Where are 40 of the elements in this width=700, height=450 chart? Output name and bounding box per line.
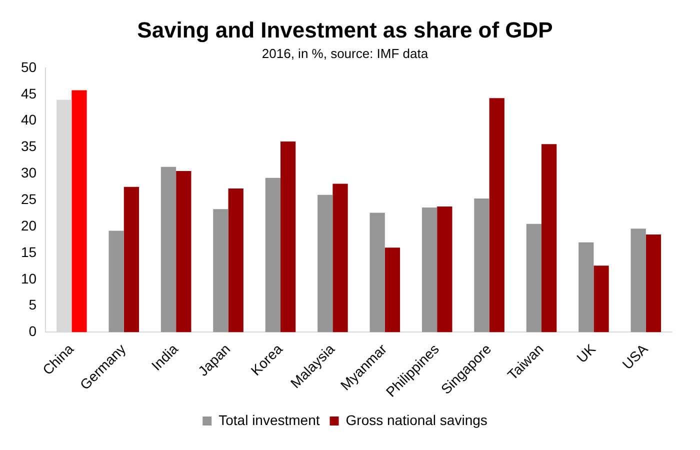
legend-label: Total investment [218,412,320,428]
bar [594,266,609,332]
bar [489,98,504,332]
y-tick-label: 45 [20,85,37,102]
y-tick-label: 10 [20,270,37,286]
bar [384,248,400,332]
bar [474,198,490,332]
bar [265,178,280,332]
bar [124,186,140,332]
y-tick-label: 0 [28,323,37,340]
bar [318,194,333,332]
y-tick-label: 25 [20,190,37,207]
bar [213,209,228,332]
y-tick-label: 50 [20,58,37,75]
bar [646,234,662,332]
bar [72,90,87,332]
bar [422,208,438,332]
bar [176,171,192,332]
bar [526,224,542,332]
bar [578,242,594,332]
x-tick-label: USA [619,340,652,372]
bar [437,206,452,332]
y-tick-label: 40 [20,112,37,128]
bar [630,228,646,332]
bar [332,184,348,332]
bar [228,188,244,332]
bar [541,144,557,332]
bar [108,230,124,332]
y-tick-label: 35 [20,138,37,154]
y-tick-label: 20 [20,217,37,234]
chart-subtitle: 2016, in %, source: IMF data [262,46,429,61]
legend-label: Gross national savings [346,412,488,428]
y-tick-label: 15 [20,244,37,260]
bar [280,141,296,332]
chart-title: Saving and Investment as share of GDP [137,17,553,42]
y-tick-label: 30 [20,164,37,181]
bar [370,212,385,332]
bar [160,166,176,332]
y-tick-label: 5 [28,296,37,313]
x-tick-label: UK [573,340,600,366]
